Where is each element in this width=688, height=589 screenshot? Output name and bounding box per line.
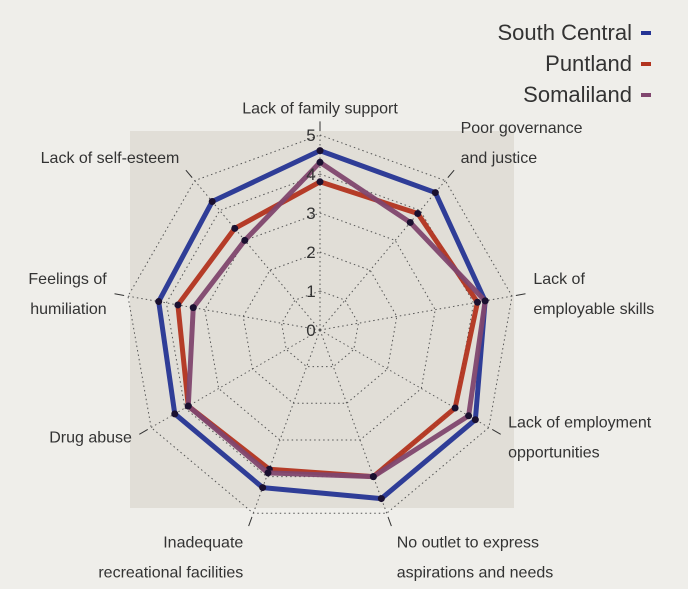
data-point — [451, 404, 459, 412]
grid-spoke — [319, 329, 388, 514]
data-point — [241, 236, 249, 244]
series-line — [156, 148, 488, 502]
data-point — [231, 224, 239, 232]
grid-spoke — [194, 180, 321, 331]
category-labels: Lack of family support Poor governance and… — [28, 100, 654, 581]
data-point — [259, 484, 267, 492]
category-label: Inadequate recreational facilities — [98, 535, 243, 582]
grid-ring — [127, 134, 513, 514]
label-leader — [515, 293, 526, 296]
label-leader — [248, 516, 253, 527]
data-point — [189, 304, 197, 312]
legend-swatch — [641, 31, 651, 35]
label-leader — [114, 293, 125, 296]
grid-spoke — [319, 329, 490, 428]
data-point — [471, 416, 479, 424]
data-point — [481, 297, 489, 305]
legend-label: Somaliland — [523, 82, 632, 107]
grid-spoke — [252, 329, 321, 514]
data-point — [414, 209, 422, 217]
data-point — [184, 402, 192, 410]
label-leader — [492, 429, 501, 435]
category-label: Feelings of humiliation — [28, 271, 107, 318]
data-point — [316, 158, 324, 166]
tick-label: 4 — [306, 165, 315, 184]
data-point — [171, 410, 179, 418]
series-somaliland — [184, 158, 489, 481]
legend-label: Puntland — [545, 51, 632, 76]
data-point — [316, 178, 324, 186]
category-label: No outlet to express aspirations and need… — [397, 535, 554, 582]
category-label: Lack of employment opportunities — [508, 414, 652, 461]
radial-ticks: 0 1 2 3 4 5 — [306, 126, 315, 340]
legend-swatch — [641, 62, 651, 66]
data-point — [155, 298, 163, 306]
grid-ring — [204, 212, 436, 441]
category-label: Lack of employable skills — [533, 271, 654, 318]
data-point — [208, 198, 216, 206]
tick-label: 0 — [306, 321, 315, 340]
data-point — [377, 495, 385, 503]
category-label: Drug abuse — [49, 429, 132, 446]
label-leader — [387, 516, 392, 527]
tick-label: 5 — [306, 126, 315, 145]
label-leader — [185, 169, 193, 178]
legend-label: South Central — [497, 20, 632, 45]
tick-label: 1 — [306, 282, 315, 301]
category-label: Poor governance and justice — [461, 120, 583, 167]
series-line — [185, 159, 488, 480]
grid-spoke — [150, 329, 321, 428]
label-leader — [139, 429, 148, 435]
label-leader — [447, 169, 455, 178]
legend-swatch — [641, 93, 651, 97]
tick-label: 2 — [306, 243, 315, 262]
data-point — [174, 301, 182, 309]
data-point — [473, 298, 481, 306]
data-point — [431, 189, 439, 197]
series-layer — [155, 147, 489, 503]
data-point — [264, 469, 272, 477]
category-label: Lack of family support — [242, 100, 398, 117]
data-point — [369, 473, 377, 481]
series-south-central — [155, 147, 489, 503]
grid-spoke — [319, 180, 446, 331]
data-point — [406, 218, 414, 226]
legend: South Central Puntland Somaliland — [497, 20, 651, 107]
data-point — [465, 412, 473, 420]
tick-label: 3 — [306, 204, 315, 223]
data-point — [316, 147, 324, 155]
plot-area — [130, 131, 514, 508]
category-label: Lack of self-esteem — [41, 150, 180, 167]
